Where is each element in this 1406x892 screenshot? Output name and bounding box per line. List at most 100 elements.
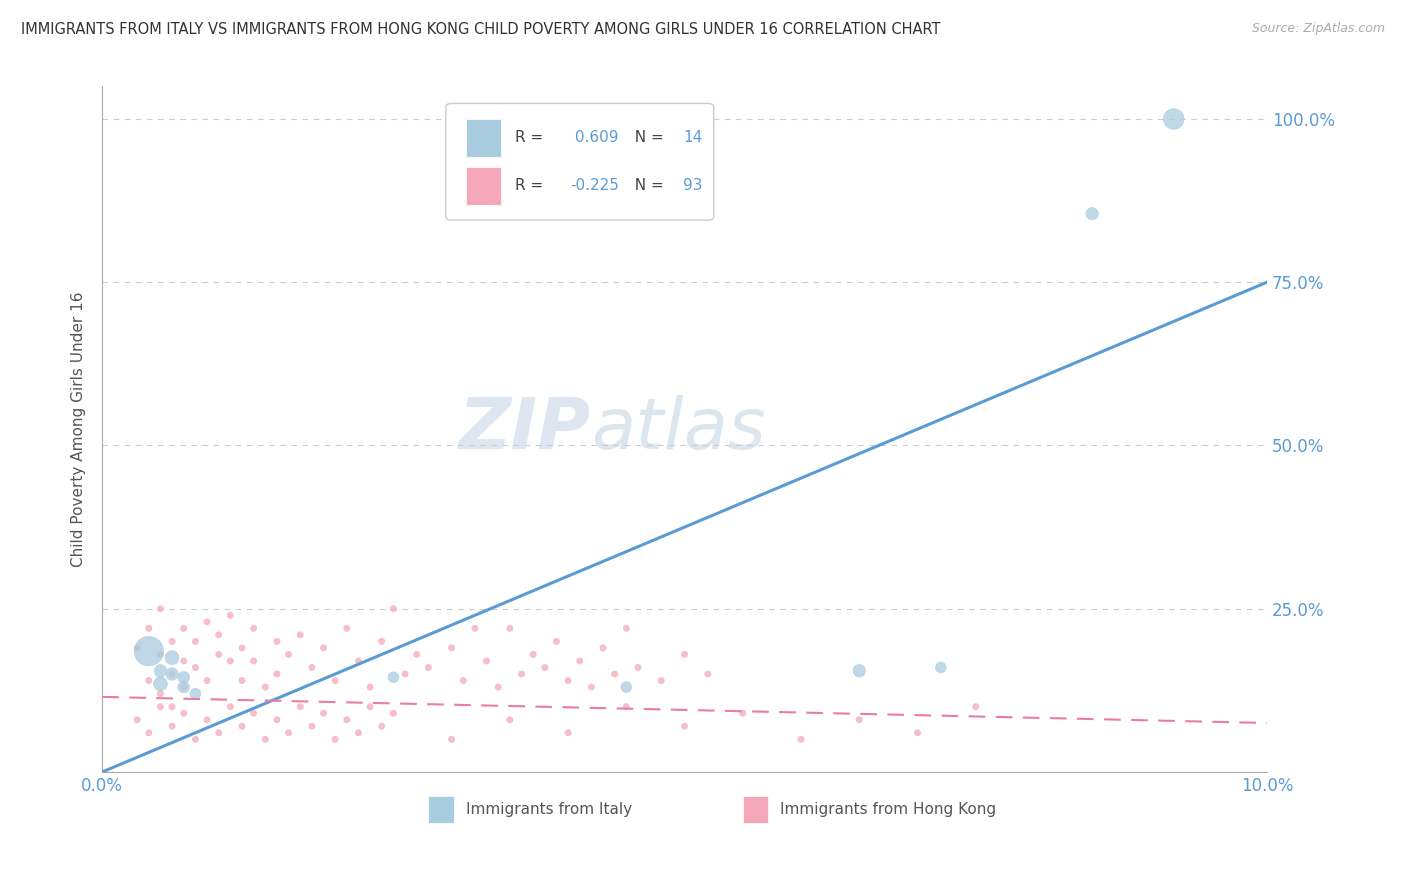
- Text: N =: N =: [626, 178, 669, 194]
- Bar: [429, 796, 454, 823]
- Point: [231, 719, 253, 733]
- Bar: [465, 119, 501, 157]
- Point: [359, 680, 381, 694]
- Point: [138, 726, 160, 740]
- Point: [965, 699, 987, 714]
- Text: Immigrants from Italy: Immigrants from Italy: [465, 802, 631, 817]
- Point: [277, 648, 299, 662]
- Point: [557, 726, 579, 740]
- Point: [614, 699, 637, 714]
- Bar: [465, 167, 501, 204]
- Point: [1163, 112, 1185, 126]
- Point: [149, 601, 172, 615]
- Point: [359, 699, 381, 714]
- Point: [486, 680, 509, 694]
- Point: [382, 670, 405, 684]
- Point: [499, 713, 522, 727]
- Point: [418, 660, 440, 674]
- Point: [546, 634, 568, 648]
- Point: [219, 699, 242, 714]
- Text: Immigrants from Hong Kong: Immigrants from Hong Kong: [780, 802, 997, 817]
- Point: [464, 621, 486, 635]
- Point: [614, 680, 637, 694]
- Point: [266, 713, 288, 727]
- Text: 14: 14: [683, 130, 703, 145]
- Point: [301, 660, 323, 674]
- Point: [627, 660, 650, 674]
- Point: [382, 706, 405, 721]
- Text: atlas: atlas: [592, 394, 766, 464]
- Point: [731, 706, 754, 721]
- Point: [127, 713, 149, 727]
- Point: [149, 648, 172, 662]
- Point: [195, 615, 218, 629]
- Point: [138, 644, 160, 658]
- Point: [475, 654, 498, 668]
- Point: [312, 706, 335, 721]
- Point: [907, 726, 929, 740]
- Point: [592, 640, 614, 655]
- Point: [127, 640, 149, 655]
- Point: [208, 726, 231, 740]
- Point: [195, 673, 218, 688]
- Point: [336, 713, 359, 727]
- Point: [499, 621, 522, 635]
- Point: [394, 667, 416, 681]
- Point: [440, 640, 463, 655]
- Text: N =: N =: [626, 130, 669, 145]
- Text: 0.609: 0.609: [571, 130, 619, 145]
- Point: [173, 680, 195, 694]
- Text: R =: R =: [515, 130, 547, 145]
- Point: [195, 713, 218, 727]
- Point: [138, 673, 160, 688]
- Point: [266, 667, 288, 681]
- Point: [614, 621, 637, 635]
- Point: [1081, 207, 1104, 221]
- Point: [231, 640, 253, 655]
- Y-axis label: Child Poverty Among Girls Under 16: Child Poverty Among Girls Under 16: [72, 292, 86, 567]
- Bar: [742, 796, 769, 823]
- Point: [242, 621, 264, 635]
- Text: -0.225: -0.225: [571, 178, 619, 194]
- Point: [673, 719, 696, 733]
- Point: [254, 680, 277, 694]
- Point: [673, 648, 696, 662]
- Point: [160, 719, 183, 733]
- Point: [581, 680, 603, 694]
- Point: [371, 719, 394, 733]
- Text: IMMIGRANTS FROM ITALY VS IMMIGRANTS FROM HONG KONG CHILD POVERTY AMONG GIRLS UND: IMMIGRANTS FROM ITALY VS IMMIGRANTS FROM…: [21, 22, 941, 37]
- Point: [696, 667, 718, 681]
- Point: [347, 654, 370, 668]
- Point: [522, 648, 544, 662]
- Point: [371, 634, 394, 648]
- Point: [242, 706, 264, 721]
- Point: [510, 667, 533, 681]
- Point: [301, 719, 323, 733]
- Point: [173, 654, 195, 668]
- Point: [254, 732, 277, 747]
- Point: [312, 640, 335, 655]
- Point: [277, 726, 299, 740]
- Point: [173, 670, 195, 684]
- Point: [208, 648, 231, 662]
- Point: [242, 654, 264, 668]
- Point: [790, 732, 813, 747]
- Point: [173, 706, 195, 721]
- Point: [149, 664, 172, 678]
- Point: [568, 654, 591, 668]
- Point: [557, 673, 579, 688]
- Point: [451, 673, 474, 688]
- Point: [184, 732, 207, 747]
- Point: [323, 732, 346, 747]
- Point: [219, 608, 242, 623]
- Point: [848, 713, 870, 727]
- Point: [138, 621, 160, 635]
- Point: [219, 654, 242, 668]
- Point: [160, 667, 183, 681]
- Point: [160, 634, 183, 648]
- Point: [347, 726, 370, 740]
- Point: [336, 621, 359, 635]
- Point: [184, 634, 207, 648]
- Point: [533, 660, 555, 674]
- Point: [149, 699, 172, 714]
